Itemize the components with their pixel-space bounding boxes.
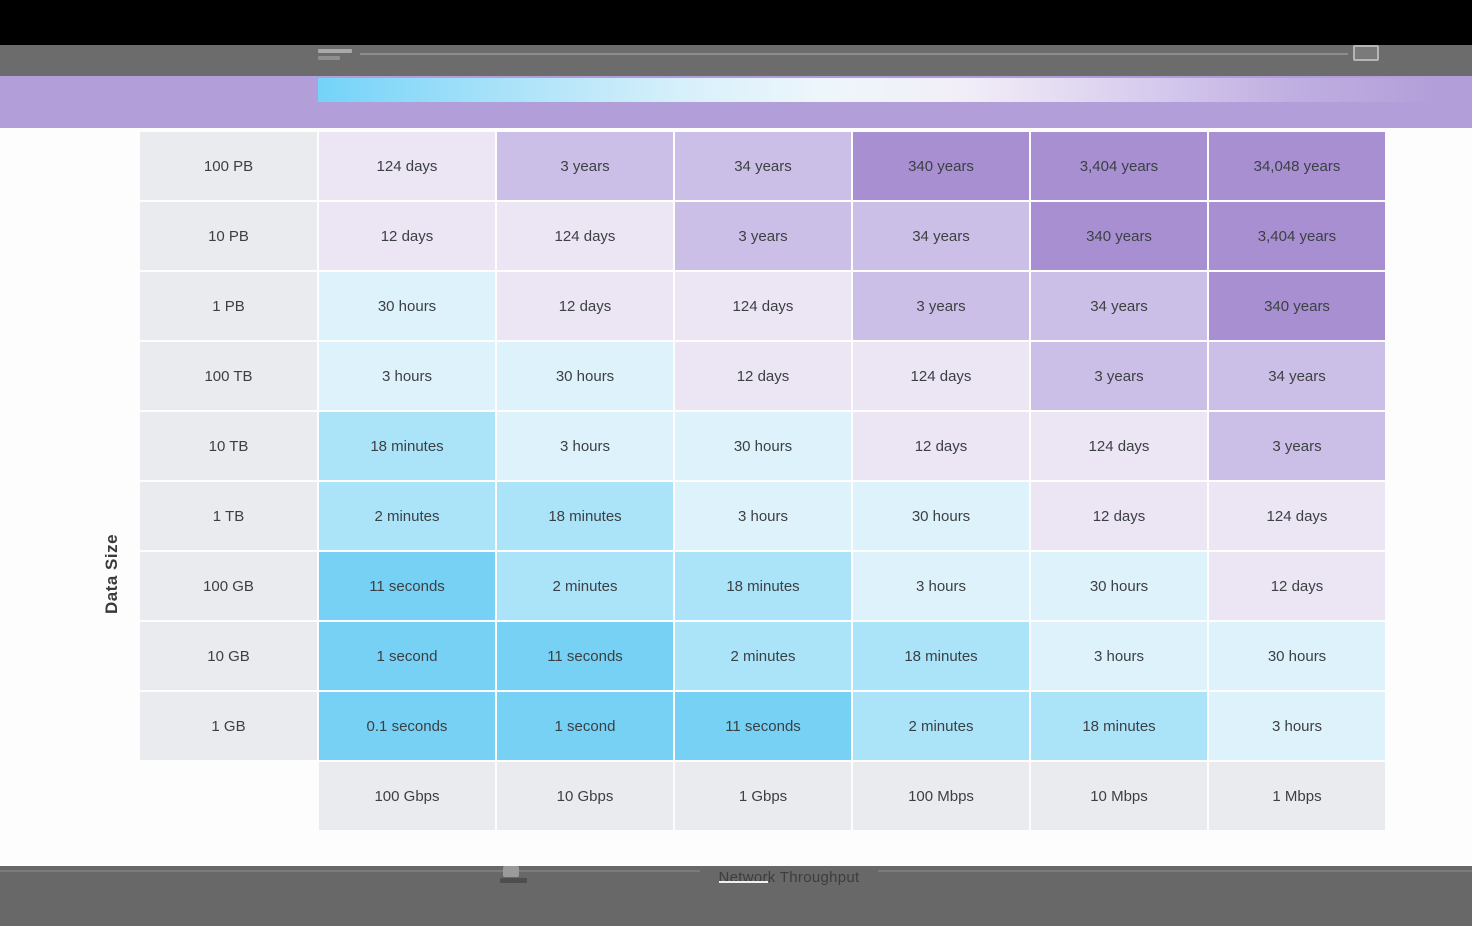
table-cell: 12 days: [1209, 552, 1385, 620]
colfoot-cell: 100 Gbps: [319, 762, 495, 830]
table-cell: 3 years: [1031, 342, 1207, 410]
rowhead-cell: 1 GB: [140, 692, 317, 760]
table-cell: 11 seconds: [497, 622, 673, 690]
table-cell: 3 years: [853, 272, 1029, 340]
table-cell: 3 hours: [853, 552, 1029, 620]
badge-icon: [503, 866, 519, 877]
colfoot-cell: 1 Mbps: [1209, 762, 1385, 830]
table-cell: 34 years: [675, 132, 851, 200]
table-cell: 18 minutes: [1031, 692, 1207, 760]
table-cell: 34 years: [853, 202, 1029, 270]
rowhead-cell: 10 PB: [140, 202, 317, 270]
table-cell: 30 hours: [853, 482, 1029, 550]
colfoot-cell: 10 Gbps: [497, 762, 673, 830]
table-cell: 124 days: [319, 132, 495, 200]
table-cell: 3 hours: [1031, 622, 1207, 690]
color-legend-band: [0, 76, 1472, 128]
table-cell: 12 days: [1031, 482, 1207, 550]
transfer-time-table: 100 PB 124 days 3 years 34 years 340 years 3,…: [140, 132, 1385, 830]
table-cell: 30 hours: [497, 342, 673, 410]
table-cell: 11 seconds: [319, 552, 495, 620]
table-cell: 30 hours: [1031, 552, 1207, 620]
x-axis-label-underline: [719, 881, 768, 883]
table-cell: 11 seconds: [675, 692, 851, 760]
table-cell: 18 minutes: [497, 482, 673, 550]
figure-canvas: Data Size 100 PB 124 days 3 years 34 years 3…: [0, 128, 1472, 866]
rowhead-cell: 1 PB: [140, 272, 317, 340]
table-cell: 30 hours: [319, 272, 495, 340]
table-cell: 12 days: [675, 342, 851, 410]
table-cell: 30 hours: [675, 412, 851, 480]
table-cell: 2 minutes: [853, 692, 1029, 760]
y-axis-label: Data Size: [88, 532, 136, 616]
table-cell: 124 days: [1031, 412, 1207, 480]
table-cell: 0.1 seconds: [319, 692, 495, 760]
table-cell: 3 years: [497, 132, 673, 200]
table-cell: 3 hours: [319, 342, 495, 410]
legend-gradient-scale: [318, 78, 1472, 102]
table-cell: 18 minutes: [675, 552, 851, 620]
colfoot-cell: 10 Mbps: [1031, 762, 1207, 830]
table-cell: 340 years: [853, 132, 1029, 200]
table-cell: 124 days: [1209, 482, 1385, 550]
blank-cell: [140, 762, 317, 830]
x-axis-label: Network Throughput: [700, 866, 878, 888]
table-cell: 18 minutes: [319, 412, 495, 480]
table-cell: 2 minutes: [319, 482, 495, 550]
table-cell: 124 days: [497, 202, 673, 270]
table-cell: 3 hours: [675, 482, 851, 550]
table-cell: 3 years: [1209, 412, 1385, 480]
table-cell: 34 years: [1209, 342, 1385, 410]
viewer-toolbar: [0, 45, 1472, 77]
table-cell: 30 hours: [1209, 622, 1385, 690]
rowhead-cell: 10 GB: [140, 622, 317, 690]
table-cell: 2 minutes: [497, 552, 673, 620]
colfoot-cell: 100 Mbps: [853, 762, 1029, 830]
letterbox-top: [0, 0, 1472, 45]
table-cell: 12 days: [853, 412, 1029, 480]
y-axis-label-text: Data Size: [102, 533, 121, 615]
rowhead-cell: 1 TB: [140, 482, 317, 550]
table-cell: 34,048 years: [1209, 132, 1385, 200]
caption-line-1: [318, 49, 352, 53]
rowhead-cell: 100 PB: [140, 132, 317, 200]
table-cell: 340 years: [1209, 272, 1385, 340]
toolbar-rule: [360, 53, 1348, 55]
caption-line-2: [318, 56, 340, 60]
table-cell: 1 second: [497, 692, 673, 760]
toolbar-caption-blur: [318, 48, 356, 62]
table-cell: 124 days: [675, 272, 851, 340]
table-cell: 3 hours: [497, 412, 673, 480]
bottom-bar: Network Throughput: [0, 866, 1472, 926]
table-cell: 3,404 years: [1209, 202, 1385, 270]
table-cell: 12 days: [497, 272, 673, 340]
table-cell: 1 second: [319, 622, 495, 690]
rowhead-cell: 10 TB: [140, 412, 317, 480]
rowhead-cell: 100 GB: [140, 552, 317, 620]
fullscreen-icon[interactable]: [1353, 45, 1379, 61]
table-cell: 34 years: [1031, 272, 1207, 340]
table-cell: 3,404 years: [1031, 132, 1207, 200]
table-cell: 3 years: [675, 202, 851, 270]
table-cell: 18 minutes: [853, 622, 1029, 690]
table-cell: 340 years: [1031, 202, 1207, 270]
table-cell: 12 days: [319, 202, 495, 270]
rowhead-cell: 100 TB: [140, 342, 317, 410]
table-cell: 124 days: [853, 342, 1029, 410]
colfoot-cell: 1 Gbps: [675, 762, 851, 830]
table-cell: 3 hours: [1209, 692, 1385, 760]
table-cell: 2 minutes: [675, 622, 851, 690]
badge-caption-blur: [500, 878, 527, 883]
